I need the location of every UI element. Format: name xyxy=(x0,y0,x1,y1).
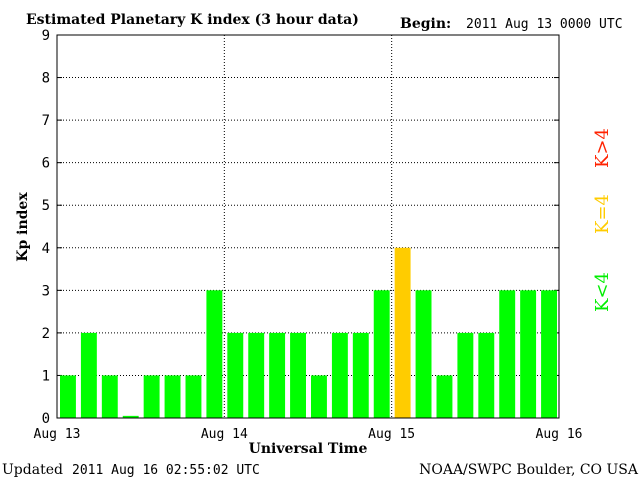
y-axis-label: Kp index xyxy=(15,192,31,262)
kp-bar xyxy=(60,375,76,418)
kp-bar xyxy=(520,290,537,418)
kp-bar xyxy=(478,332,495,418)
kp-bar xyxy=(373,290,390,418)
begin-value: 2011 Aug 13 0000 UTC xyxy=(466,17,623,32)
x-tick-label: Aug 15 xyxy=(368,427,415,442)
y-tick-label: 0 xyxy=(42,411,50,427)
y-tick-label: 1 xyxy=(42,368,50,384)
x-tick-label: Aug 13 xyxy=(34,427,81,442)
updated-label: Updated xyxy=(2,462,63,478)
y-tick-label: 8 xyxy=(42,71,50,87)
bars xyxy=(60,247,557,418)
kp-bar xyxy=(541,290,557,418)
y-tick-label: 7 xyxy=(42,113,50,129)
source-credit: NOAA/SWPC Boulder, CO USA xyxy=(419,462,639,478)
legend-low: K<4 xyxy=(592,272,613,312)
kp-bar xyxy=(394,247,411,418)
kp-bar xyxy=(290,332,306,418)
x-tick-label: Aug 16 xyxy=(536,427,583,442)
kp-bar xyxy=(499,290,516,418)
x-axis-label: Universal Time xyxy=(249,441,368,457)
kp-bar xyxy=(269,332,286,418)
kp-bar xyxy=(101,375,118,418)
y-tick-label: 2 xyxy=(42,326,50,342)
updated-value: 2011 Aug 16 02:55:02 UTC xyxy=(72,463,260,478)
y-tick-label: 4 xyxy=(42,241,50,257)
y-tick-label: 3 xyxy=(42,283,50,299)
kp-bar xyxy=(185,375,202,418)
y-tick-label: 6 xyxy=(42,156,50,172)
legend-mid: K=4 xyxy=(592,194,613,234)
kp-bar xyxy=(227,332,244,418)
kp-bar xyxy=(331,332,348,418)
plot-frame xyxy=(56,34,560,419)
x-tick-labels: Aug 13 Aug 14 Aug 15 Aug 16 xyxy=(34,427,583,442)
kp-bar xyxy=(143,375,160,418)
legend-high: K>4 xyxy=(592,128,613,168)
kp-bar xyxy=(457,332,474,418)
kp-bar xyxy=(436,375,453,418)
x-tick-label: Aug 14 xyxy=(201,427,248,442)
kp-bar xyxy=(122,415,139,418)
y-tick-label: 9 xyxy=(42,28,50,44)
kp-bar xyxy=(206,290,223,418)
chart-title: Estimated Planetary K index (3 hour data… xyxy=(26,12,359,28)
begin-label: Begin: xyxy=(400,16,451,32)
kp-bar xyxy=(352,332,369,418)
y-tick-labels: 0 1 2 3 4 5 6 7 8 9 xyxy=(42,28,50,427)
kp-bar xyxy=(248,332,265,418)
kp-bar xyxy=(415,290,432,418)
kp-bar xyxy=(80,332,97,418)
y-tick-label: 5 xyxy=(42,198,50,214)
kp-bar xyxy=(311,375,327,418)
kp-bar xyxy=(164,375,181,418)
